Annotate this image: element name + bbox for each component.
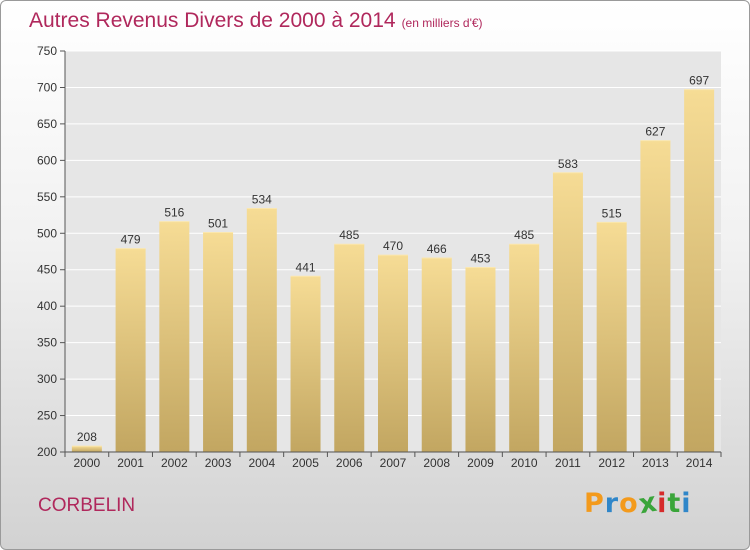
- x-tick-label: 2008: [423, 456, 450, 470]
- logo-letter: P: [584, 488, 605, 519]
- y-tick-label: 500: [37, 226, 57, 240]
- bar-2006: [334, 244, 365, 452]
- x-tick-label: 2012: [598, 456, 625, 470]
- logo-letter: o: [619, 488, 639, 519]
- bar-2003: [203, 232, 234, 452]
- y-tick-label: 250: [37, 409, 57, 423]
- data-label-2011: 583: [558, 157, 578, 171]
- bar-2012: [596, 222, 627, 452]
- x-tick-label: 2007: [380, 456, 407, 470]
- chart-title-text: Autres Revenus Divers de 2000 à 2014: [29, 9, 396, 32]
- y-tick-label: 200: [37, 445, 57, 459]
- commune-name: CORBELIN: [38, 495, 136, 516]
- logo-letter: t: [667, 488, 682, 519]
- x-tick-label: 2004: [248, 456, 275, 470]
- data-label-2008: 466: [427, 242, 447, 256]
- x-tick-label: 2006: [336, 456, 363, 470]
- y-axis-ticks: 200 250 300 350 400 450 500 550 600 650 700 750: [37, 44, 65, 459]
- y-tick-label: 750: [37, 44, 57, 58]
- x-tick-label: 2005: [292, 456, 319, 470]
- y-tick-label: 550: [37, 190, 57, 204]
- x-tick-label: 2002: [161, 456, 188, 470]
- logo-letter: r: [604, 488, 620, 519]
- bar-2014: [684, 89, 715, 452]
- bar-2005: [290, 276, 321, 452]
- bar-2009: [465, 267, 496, 452]
- data-label-2004: 534: [252, 192, 272, 206]
- bar-2007: [378, 255, 408, 452]
- proxiti-logo[interactable]: Proxiti: [584, 487, 692, 521]
- data-labels: 208 479 516 501 534 441 485 470 466 453 485 583 515 6…: [77, 74, 710, 445]
- data-label-2009: 453: [470, 252, 490, 266]
- x-tick-label: 2009: [467, 456, 494, 470]
- bar-2011: [552, 172, 583, 452]
- data-label-2010: 485: [514, 228, 534, 242]
- x-axis-ticks: 2000 2001 2002 2003 2004 2005 2006 2007 2008 2009…: [64, 452, 722, 470]
- data-label-2001: 479: [121, 233, 141, 247]
- bar-2001: [115, 248, 146, 452]
- data-label-2014: 697: [689, 74, 709, 88]
- data-label-2012: 515: [602, 206, 622, 220]
- data-label-2013: 627: [645, 125, 665, 139]
- data-label-2000: 208: [77, 430, 97, 444]
- y-tick-label: 300: [37, 372, 57, 386]
- bar-2010: [509, 244, 540, 452]
- y-tick-label: 450: [37, 263, 57, 277]
- logo-letter: i: [657, 488, 668, 519]
- bar-2008: [421, 258, 452, 452]
- y-tick-label: 650: [37, 117, 57, 131]
- chart-title: Autres Revenus Divers de 2000 à 2014 (en …: [29, 9, 483, 33]
- x-tick-label: 2011: [555, 456, 581, 470]
- x-tick-label: 2014: [686, 456, 713, 470]
- data-label-2006: 485: [339, 228, 359, 242]
- bar-2013: [640, 140, 671, 453]
- bar-2004: [246, 208, 277, 452]
- data-label-2005: 441: [296, 260, 316, 274]
- x-tick-label: 2010: [511, 456, 538, 470]
- x-tick-label: 2003: [205, 456, 232, 470]
- y-tick-label: 600: [37, 153, 57, 167]
- data-label-2007: 470: [383, 239, 403, 253]
- x-tick-label: 2013: [642, 456, 669, 470]
- logo-letter: i: [681, 488, 692, 519]
- data-label-2003: 501: [208, 217, 228, 231]
- y-tick-label: 400: [37, 299, 57, 313]
- bar-2002: [159, 221, 190, 452]
- chart-subtitle: (en milliers d'€): [401, 16, 483, 30]
- y-tick-label: 350: [37, 336, 57, 350]
- data-label-2002: 516: [164, 206, 184, 220]
- x-tick-label: 2000: [74, 456, 101, 470]
- bars: [71, 89, 715, 453]
- y-tick-label: 700: [37, 80, 57, 94]
- x-tick-label: 2001: [117, 456, 144, 470]
- bar-2000: [71, 446, 102, 452]
